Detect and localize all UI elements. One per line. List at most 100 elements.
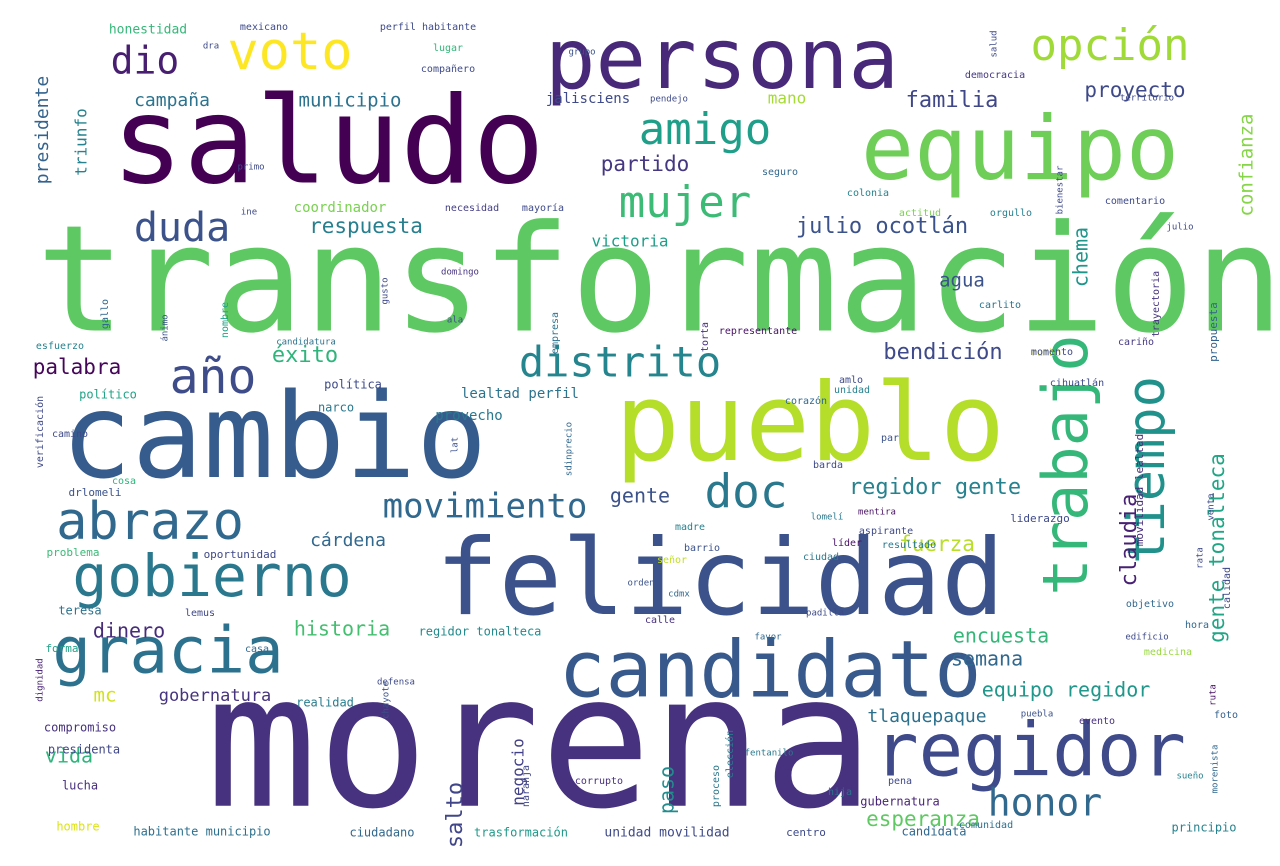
word-ine: ine [241, 208, 257, 218]
word-jalisciens: jalisciens [546, 91, 630, 107]
word-par: par [881, 433, 899, 444]
word-provecho: provecho [435, 408, 502, 424]
word-defensa: defensa [377, 678, 415, 688]
word-necesidad: necesidad [445, 203, 499, 214]
word-domingo: domingo [441, 268, 479, 278]
word-vida: vida [45, 744, 93, 768]
word-rumbo: rumbo [1031, 348, 1061, 359]
word-agua: agua [939, 270, 985, 292]
word-gallo: gallo [100, 299, 111, 329]
word-dignidad: dignidad [36, 658, 46, 701]
word-chayote: chayote [382, 681, 392, 719]
word-partido: partido [601, 152, 690, 176]
word-regidor-tonalteca: regidor tonalteca [419, 625, 542, 639]
word-saludo: saludo [111, 73, 544, 212]
word-candidatura: candidatura [276, 338, 336, 348]
word-compromiso: compromiso [44, 721, 116, 735]
word-lucha: lucha [62, 779, 98, 793]
word-regidor-gente: regidor gente [849, 475, 1021, 500]
word-mentira: mentira [858, 508, 896, 518]
word-colonia: colonia [847, 188, 889, 199]
word-salto: salto [443, 782, 468, 848]
word-propuesta: propuesta [1207, 302, 1220, 362]
word-aspirante: aspirante [859, 526, 913, 537]
word-teresa: teresa [58, 604, 101, 618]
word-tlaquepaque: tlaquepaque [867, 706, 986, 727]
word-fentanilo: fentanilo [745, 749, 794, 759]
word-historia: historia [294, 617, 390, 641]
word-triunfo: triunfo [72, 108, 91, 175]
word-candidato: candidato [559, 625, 982, 715]
word-sdinprecio: sdinprecio [565, 422, 575, 476]
word-empresa: empresa [550, 312, 561, 354]
word-politica: política [324, 378, 382, 392]
word-problema: problema [47, 546, 100, 559]
word-carino: cariño [1118, 337, 1154, 348]
word-coordinador: coordinador [294, 200, 387, 216]
word-mujer: mujer [619, 177, 751, 228]
word-mayoria: mayoría [522, 202, 564, 214]
word-esperanza: esperanza [866, 807, 980, 831]
word-lugar: lugar [433, 43, 463, 54]
word-hombre: hombre [56, 820, 99, 834]
word-semana: semana [951, 647, 1023, 671]
word-sueno: sueño [1176, 772, 1203, 782]
word-paso: paso [655, 766, 679, 814]
word-respuesta: respuesta [309, 214, 423, 238]
word-drlomeli: drlomeli [69, 486, 122, 499]
word-julio-ocotlan: julio ocotlán [796, 214, 968, 239]
word-forma: forma [45, 642, 78, 655]
word-ciudadano: ciudadano [349, 826, 414, 840]
word-chema: chema [1069, 227, 1093, 287]
word-felicidad: felicidad [436, 517, 1005, 639]
word-familia: familia [906, 88, 999, 113]
word-resultado: resultado [882, 540, 936, 551]
word-gobierno: gobierno [72, 542, 351, 610]
word-dio: dio [111, 39, 180, 83]
word-ala: ala [447, 316, 463, 326]
word-campana: campaña [134, 90, 210, 111]
word-esfuerzo: esfuerzo [36, 341, 84, 352]
word-confianza: confianza [1236, 114, 1258, 217]
word-negocio: negocio [509, 738, 528, 805]
word-eleccion: elección [724, 730, 736, 778]
word-verificacion: verificación [34, 396, 46, 468]
word-tiempo: tiempo [1117, 376, 1177, 564]
word-barda: barda [813, 460, 843, 471]
word-exito: éxito [272, 343, 338, 368]
word-ruta: ruta [1209, 684, 1219, 706]
word-persona: persona [545, 10, 899, 108]
word-dra: dra [203, 42, 219, 52]
word-companero: compañero [421, 64, 475, 75]
word-unidad-movilidad: unidad movilidad [604, 826, 729, 841]
word-habitante-municipio: habitante municipio [133, 825, 270, 839]
word-corrupto: corrupto [575, 776, 623, 787]
word-pena: pena [888, 776, 912, 787]
word-medicina: medicina [1144, 647, 1192, 658]
word-gracia: gracia [52, 615, 283, 689]
word-movimiento: movimiento [383, 487, 588, 527]
word-realidad: realidad [296, 696, 354, 710]
word-hija: hija [828, 787, 852, 798]
word-amigo: amigo [639, 104, 771, 155]
word-abrazo: abrazo [56, 492, 244, 552]
word-encuesta: encuesta [953, 624, 1049, 648]
word-senor: señor [657, 555, 687, 566]
word-calidad: calidad [1222, 567, 1233, 609]
word-claudia: claudia [1117, 494, 1142, 587]
word-lemus: lemus [185, 608, 215, 619]
word-gubernatura: gubernatura [860, 795, 939, 809]
word-presidenta: presidenta [48, 743, 120, 757]
word-centro: centro [786, 826, 826, 839]
word-cihuatlan: cihuatlán [1050, 377, 1104, 389]
word-nombre: nombre [220, 302, 231, 338]
word-favor: favor [754, 633, 782, 643]
word-camino: camino [52, 429, 88, 440]
word-morenista: morenista [1211, 745, 1221, 794]
word-animo: ánimo [161, 314, 171, 341]
word-voto: voto [227, 22, 352, 82]
word-carlito: carlito [979, 300, 1021, 311]
word-palabra: palabra [33, 355, 122, 379]
word-lomeli: lomelí [811, 513, 844, 523]
